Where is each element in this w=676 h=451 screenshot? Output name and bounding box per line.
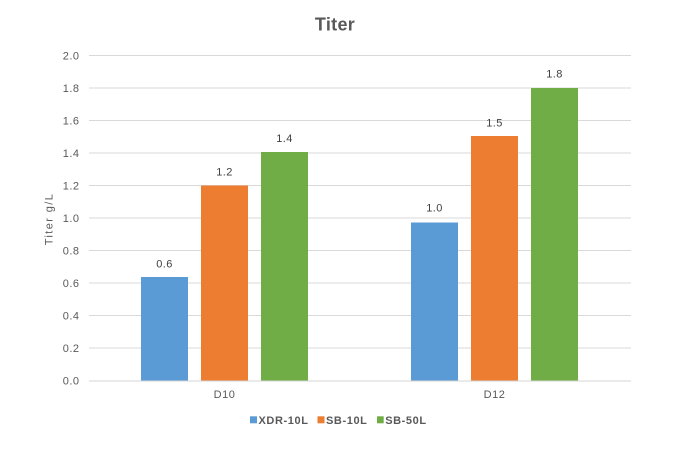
svg-text:Titer g/L: Titer g/L: [44, 193, 56, 246]
svg-text:0.0: 0.0: [63, 376, 80, 388]
svg-text:1.4: 1.4: [63, 148, 80, 160]
svg-text:D10: D10: [214, 389, 236, 401]
svg-text:1.4: 1.4: [276, 133, 293, 145]
svg-text:2.0: 2.0: [63, 51, 80, 63]
svg-text:SB-50L: SB-50L: [385, 415, 427, 427]
svg-text:0.4: 0.4: [63, 311, 80, 323]
svg-text:1.6: 1.6: [63, 116, 80, 128]
svg-text:1.8: 1.8: [546, 69, 563, 81]
svg-text:1.2: 1.2: [216, 166, 233, 178]
svg-text:1.0: 1.0: [63, 213, 80, 225]
svg-text:1.2: 1.2: [63, 181, 80, 193]
svg-text:D12: D12: [484, 389, 506, 401]
svg-text:1.8: 1.8: [63, 83, 80, 95]
svg-text:1.0: 1.0: [426, 203, 443, 215]
svg-text:0.6: 0.6: [156, 259, 173, 271]
svg-text:1.5: 1.5: [486, 117, 503, 129]
svg-text:XDR-10L: XDR-10L: [259, 415, 309, 427]
svg-text:SB-10L: SB-10L: [326, 415, 368, 427]
svg-text:0.6: 0.6: [63, 278, 80, 290]
svg-text:0.2: 0.2: [63, 343, 80, 355]
svg-text:0.8: 0.8: [63, 246, 80, 258]
svg-text:Titer: Titer: [315, 15, 355, 35]
